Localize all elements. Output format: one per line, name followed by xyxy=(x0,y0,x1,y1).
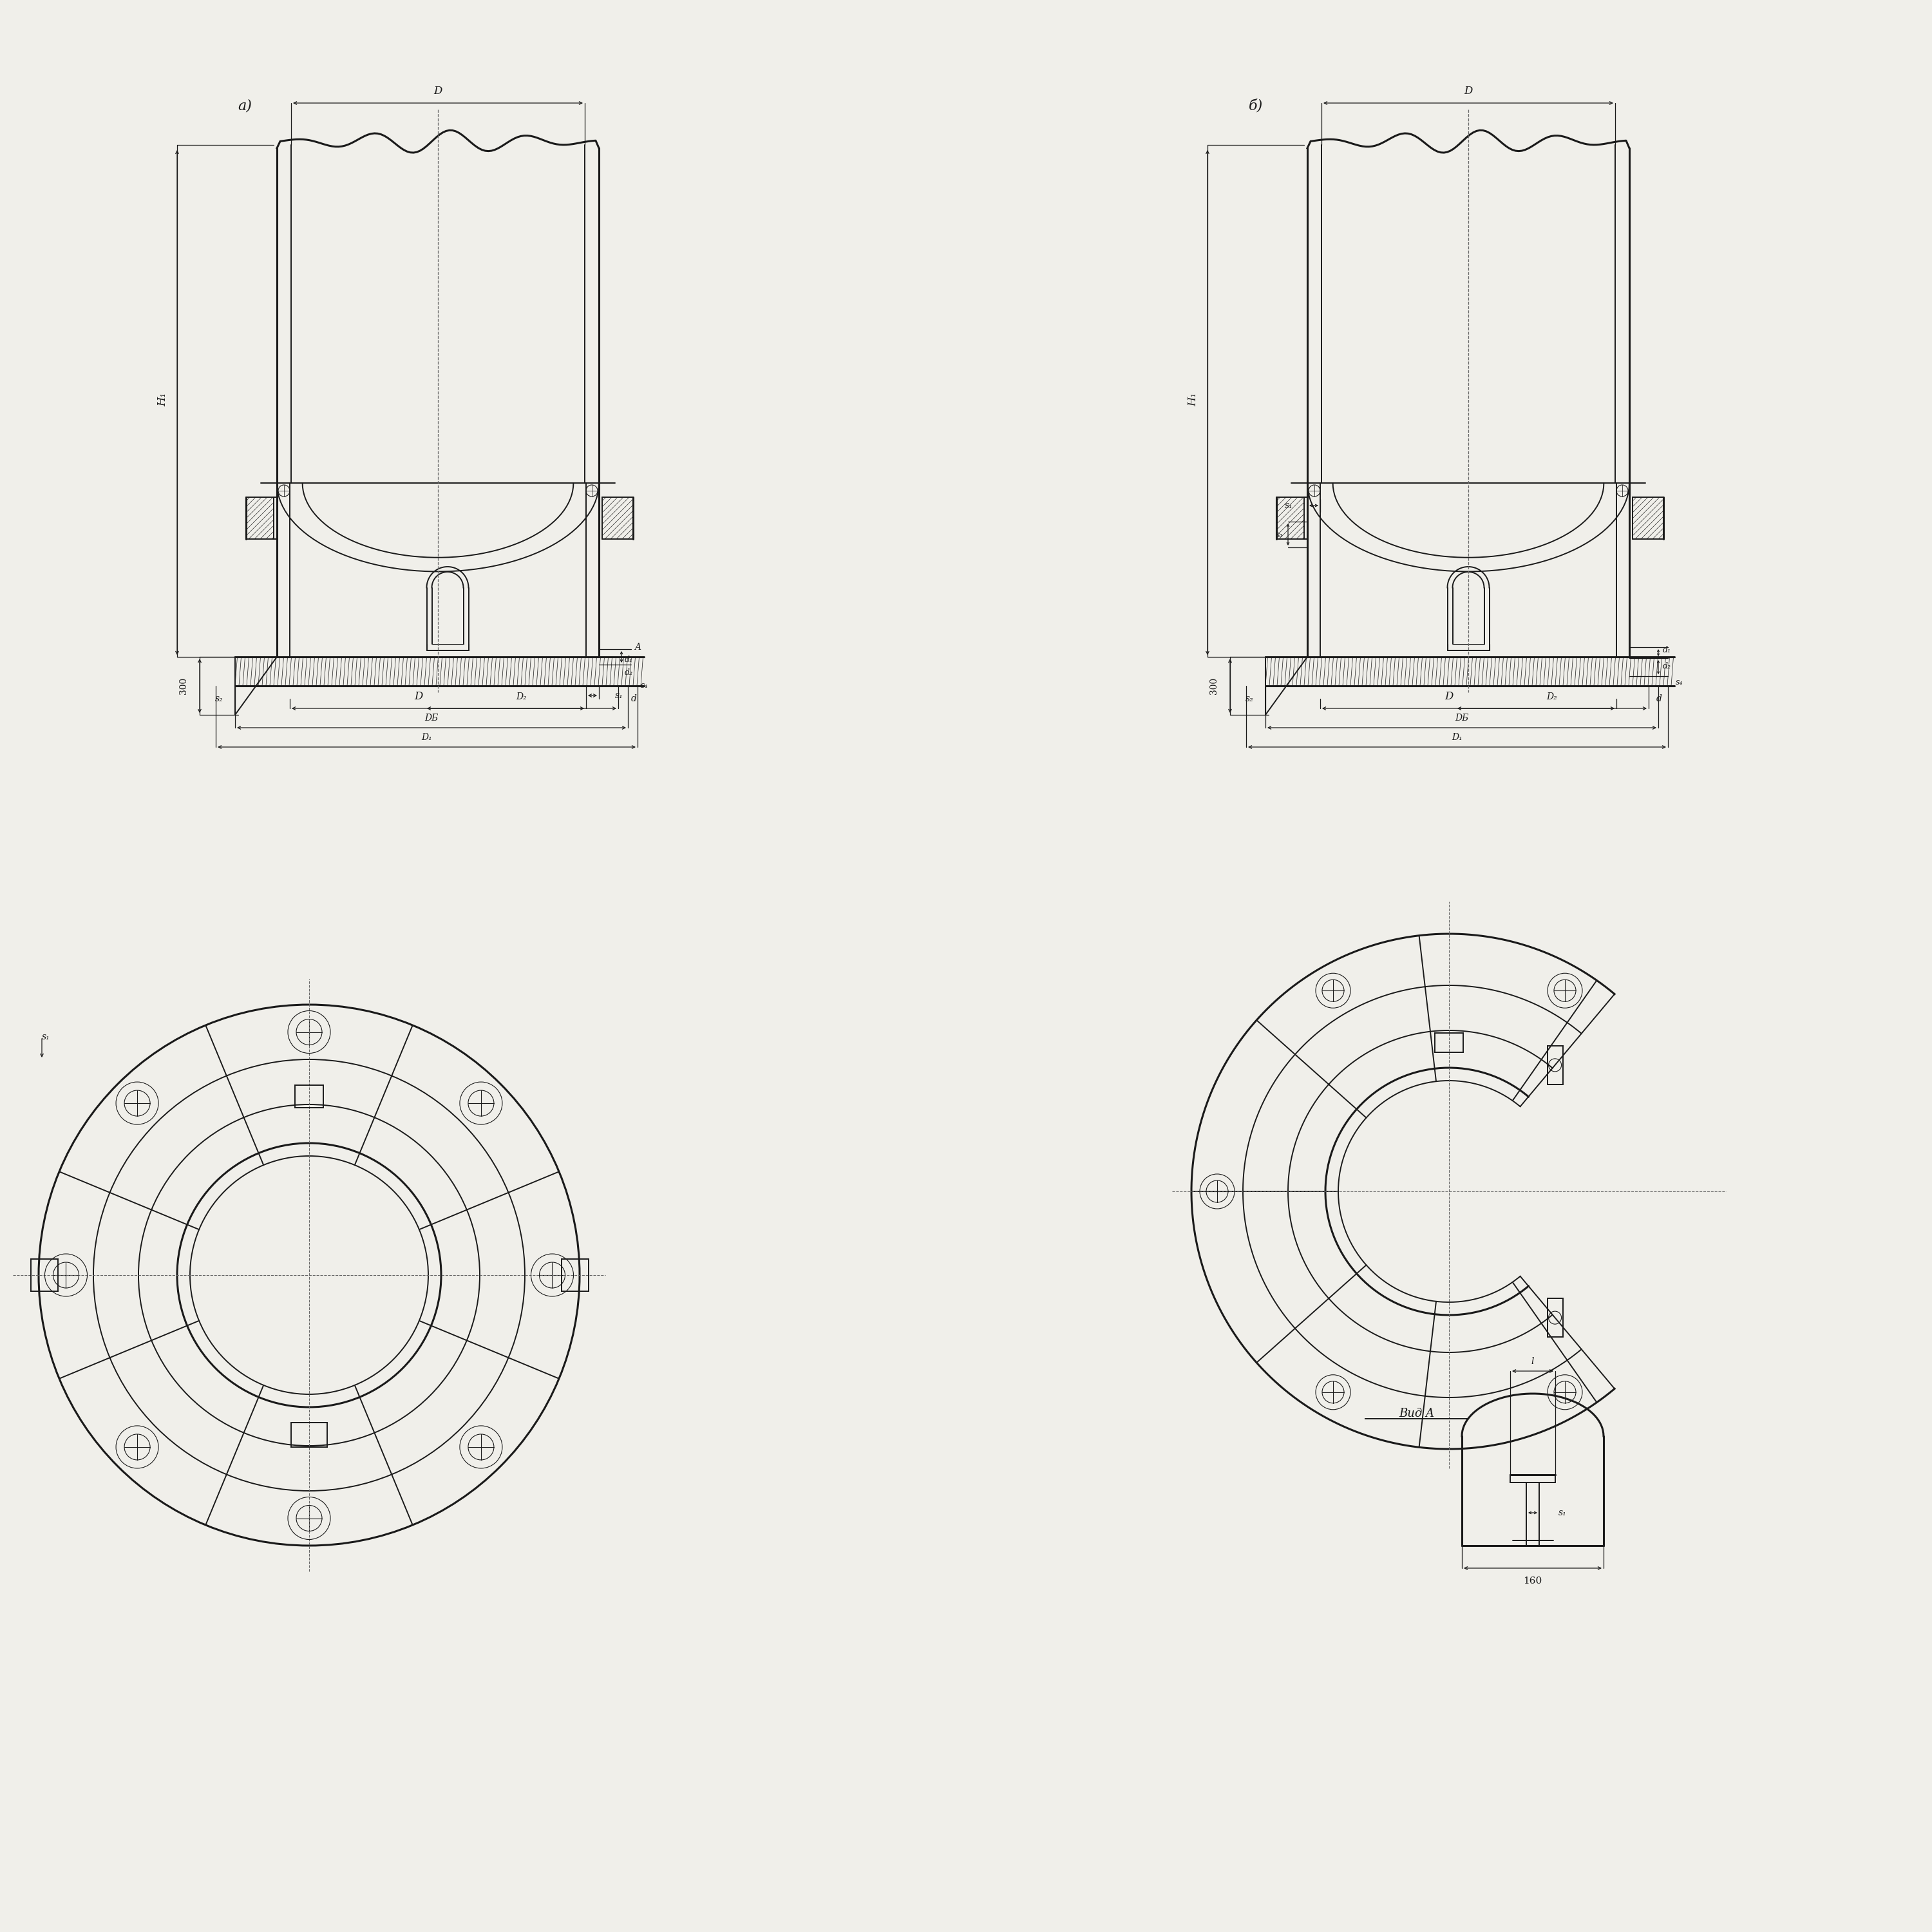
Bar xyxy=(1435,1034,1463,1053)
Text: DБ: DБ xyxy=(1455,713,1468,723)
Text: H₁: H₁ xyxy=(1188,392,1200,406)
Text: s₁: s₁ xyxy=(1559,1509,1567,1517)
Text: D: D xyxy=(1464,85,1472,97)
Text: s₁: s₁ xyxy=(1285,500,1293,510)
Text: б): б) xyxy=(1248,99,1264,114)
Text: A: A xyxy=(634,643,641,651)
Text: d: d xyxy=(632,694,638,703)
Text: s₂: s₂ xyxy=(214,694,222,703)
Text: 300: 300 xyxy=(180,678,187,694)
Text: D: D xyxy=(433,85,442,97)
Text: s₁: s₁ xyxy=(614,692,624,699)
Text: d: d xyxy=(1656,694,1662,703)
Text: d₁: d₁ xyxy=(1663,645,1671,655)
Text: s₄: s₄ xyxy=(641,682,647,690)
Text: D: D xyxy=(413,692,423,703)
Text: D₁: D₁ xyxy=(1451,732,1463,742)
Text: s₃: s₃ xyxy=(1275,531,1283,539)
Bar xyxy=(31,1260,58,1291)
Text: 160: 160 xyxy=(1522,1577,1542,1586)
Text: d₂: d₂ xyxy=(624,668,634,678)
Bar xyxy=(292,1422,327,1447)
Text: l: l xyxy=(1532,1356,1534,1366)
Text: D₁: D₁ xyxy=(421,732,433,742)
Text: H₁: H₁ xyxy=(156,392,168,406)
Bar xyxy=(1548,1045,1563,1084)
Text: d₂: d₂ xyxy=(1663,663,1671,670)
Bar xyxy=(296,1086,323,1107)
Text: 300: 300 xyxy=(1209,678,1219,694)
Text: D₂: D₂ xyxy=(1548,692,1557,701)
Text: s₂: s₂ xyxy=(1246,694,1254,703)
Text: D₂: D₂ xyxy=(516,692,527,701)
Bar xyxy=(562,1260,589,1291)
Text: а): а) xyxy=(238,99,251,114)
Text: DБ: DБ xyxy=(425,713,439,723)
Text: D: D xyxy=(1445,692,1453,703)
Text: s₁: s₁ xyxy=(43,1032,50,1041)
Text: Вид A: Вид A xyxy=(1399,1408,1434,1420)
Text: s₄: s₄ xyxy=(1675,678,1683,686)
Bar xyxy=(1548,1298,1563,1337)
Text: d₁: d₁ xyxy=(624,657,634,665)
